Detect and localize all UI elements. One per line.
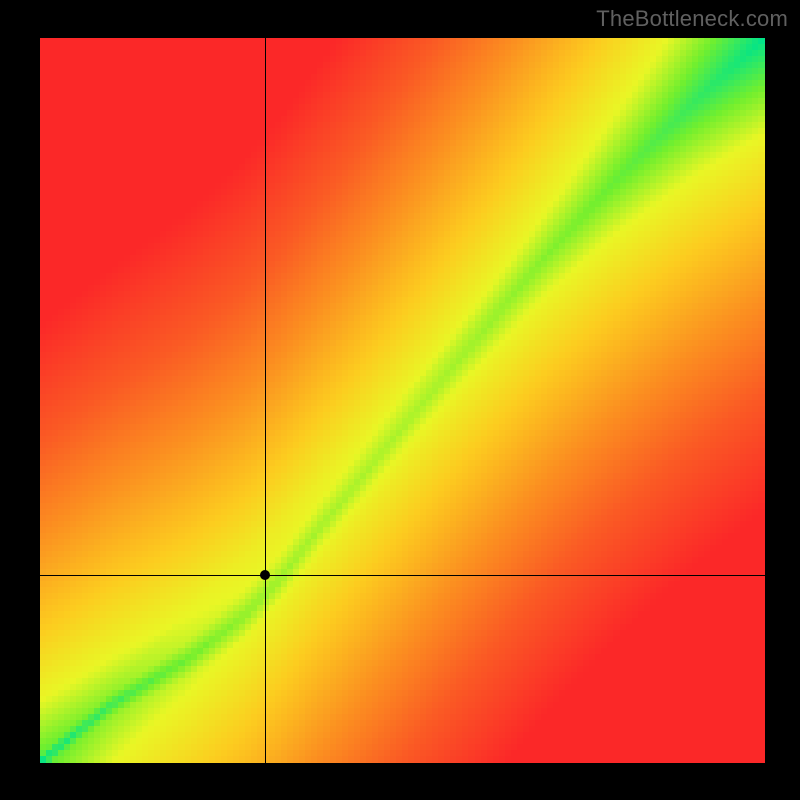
crosshair-horizontal [40, 575, 765, 576]
plot-area [40, 38, 765, 763]
chart-container: TheBottleneck.com [0, 0, 800, 800]
heatmap-canvas [40, 38, 765, 763]
marker-dot [260, 570, 270, 580]
crosshair-vertical [265, 38, 266, 763]
watermark-text: TheBottleneck.com [596, 6, 788, 32]
